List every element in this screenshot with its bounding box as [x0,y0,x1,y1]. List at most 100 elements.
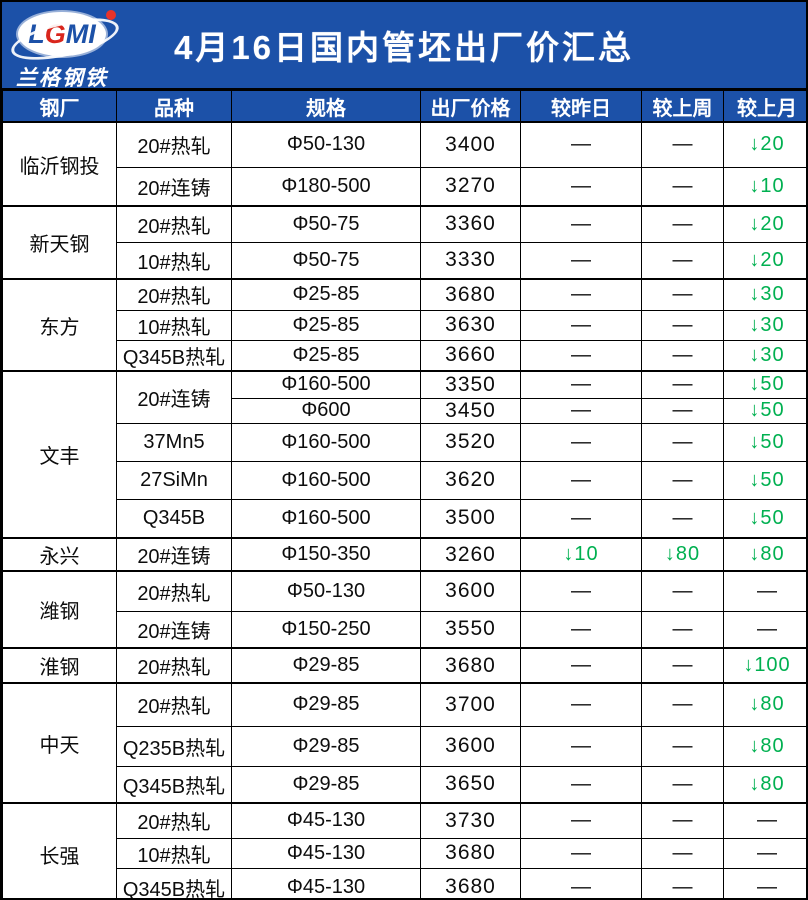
change-vs-last-week-cell: — [641,397,724,424]
change-vs-last-week-cell: — [641,278,724,311]
table-row: Q235B热轧 Φ29-85 3600— — ↓80 [3,725,806,767]
table-row: 20#连铸 Φ150-250 3550— — — [3,610,806,649]
logo-ellipse: LGMI [18,12,106,56]
variety-cell: 20#连铸 [116,610,232,649]
variety-cell: Q235B热轧 [116,725,232,767]
mill-cell: 临沂钢投 [2,121,117,207]
mill-cell: 文丰 [2,370,117,539]
change-vs-yesterday-cell: — [520,241,642,280]
change-vs-yesterday-cell: — [520,370,642,399]
change-vs-yesterday-cell: ↓10 [520,537,642,572]
change-vs-yesterday-cell: — [520,339,642,372]
spec-cell: Φ160-500 [231,460,421,500]
change-vs-yesterday-cell: — [520,867,642,898]
change-vs-last-week-cell: — [641,867,724,898]
spec-cell: Φ160-500 [231,498,421,539]
logo-satellite-dot-icon [106,10,116,20]
change-vs-last-month-cell: ↓30 [723,278,806,311]
mill-cell: 永兴 [2,537,117,572]
table-row: Q345B热轧 Φ29-85 3650— — ↓80 [3,765,806,804]
price-cell: 3550 [420,610,521,649]
change-vs-last-week-cell: — [641,725,724,767]
price-cell: 3650 [420,765,521,804]
spec-cell: Φ29-85 [231,725,421,767]
logo-company-name: 兰格钢铁 [16,67,108,90]
table-row: 永兴 20#连铸 Φ150-350 3260 ↓10 ↓80 ↓80 [2,537,806,572]
price-cell: 3630 [420,309,521,341]
variety-cell: 20#热轧 [116,570,232,612]
change-vs-last-month-cell: ↓80 [723,765,806,804]
variety-cell: 10#热轧 [116,837,232,869]
change-vs-last-month-cell: ↓50 [723,397,806,424]
change-vs-last-month-cell: — [723,837,806,869]
change-vs-last-week-cell: — [641,682,724,727]
change-vs-last-month-cell: — [723,867,806,898]
price-cell: 3600 [420,725,521,767]
spec-cell: Φ29-85 [231,765,421,804]
change-vs-last-week-cell: — [641,309,724,341]
spec-cell: Φ25-85 [231,309,421,341]
change-vs-last-week-cell: — [641,460,724,500]
change-vs-yesterday-cell: — [520,570,642,612]
change-vs-last-month-cell: ↓50 [723,422,806,462]
change-vs-last-month-cell: ↓20 [723,241,806,280]
change-vs-yesterday-cell: — [520,278,642,311]
table-row: 中天 20#热轧 Φ29-85 3700— — ↓80 [2,682,806,804]
change-vs-last-week-cell: — [641,241,724,280]
mill-cell: 新天钢 [2,205,117,280]
spec-cell: Φ50-130 [231,570,421,612]
spec-cell: Φ50-130 [231,121,421,168]
variety-cell: 10#热轧 [116,309,232,341]
spec-cell: Φ150-350 [231,537,421,572]
spec-cell: Φ29-85 [231,647,421,684]
table-row: Φ600 3450— — ↓50 [3,397,806,424]
change-vs-last-month-cell: ↓30 [723,339,806,372]
variety-cell: 20#热轧 [116,682,232,727]
mill-cell: 东方 [2,278,117,372]
price-cell: 3700 [420,682,521,727]
variety-cell: 20#连铸 [116,370,232,424]
column-header-spec: 规格 [231,90,421,123]
table-row: 37Mn5 Φ160-500 3520— — ↓50 [3,422,806,462]
table-row: 淮钢 20#热轧 Φ29-85 3680— — ↓100 [2,647,806,684]
price-cell: 3660 [420,339,521,372]
change-vs-yesterday-cell: — [520,610,642,649]
change-vs-last-week-cell: — [641,121,724,168]
spec-cell: Φ25-85 [231,278,421,311]
column-header-variety: 品种 [116,90,232,123]
mill-cell: 长强 [2,802,117,898]
change-vs-last-week-cell: — [641,837,724,869]
change-vs-yesterday-cell: — [520,205,642,243]
change-vs-last-month-cell: ↓50 [723,498,806,539]
variety-cell: 20#热轧 [116,121,232,168]
change-vs-last-month-cell: ↓20 [723,205,806,243]
price-cell: 3680 [420,647,521,684]
spec-cell: Φ45-130 [231,837,421,869]
variety-cell: 20#热轧 [116,278,232,311]
price-cell: 3620 [420,460,521,500]
change-vs-yesterday-cell: — [520,498,642,539]
change-vs-last-month-cell: ↓100 [723,647,806,684]
change-vs-yesterday-cell: — [520,802,642,839]
table-row: 10#热轧 Φ25-85 3630— — ↓30 [3,309,806,341]
mill-cell: 中天 [2,682,117,804]
change-vs-yesterday-cell: — [520,647,642,684]
change-vs-yesterday-cell: — [520,725,642,767]
spec-cell: Φ180-500 [231,166,421,207]
table-row: 临沂钢投 20#热轧 Φ50-130 3400— — ↓20 [2,121,806,207]
variety-cell: 20#连铸 [116,537,232,572]
column-header-price: 出厂价格 [420,90,521,123]
variety-cell: Q345B热轧 [116,339,232,372]
price-cell: 3330 [420,241,521,280]
variety-cell: 37Mn5 [116,422,232,462]
table-row: 10#热轧 Φ45-130 3680— — — [3,837,806,869]
spec-cell: Φ50-75 [231,205,421,243]
spec-cell: Φ160-500 [231,422,421,462]
change-vs-last-month-cell: ↓50 [723,370,806,399]
change-vs-last-week-cell: — [641,498,724,539]
table-row: 长强 20#热轧 Φ45-130 3730— — — [2,802,806,898]
change-vs-last-month-cell: ↓80 [723,725,806,767]
variety-cell: Q345B热轧 [116,867,232,898]
price-table: 钢厂 品种 规格 出厂价格 较昨日 较上周 较上月 临沂钢投 20#热轧 Φ50-1… [2,90,806,898]
